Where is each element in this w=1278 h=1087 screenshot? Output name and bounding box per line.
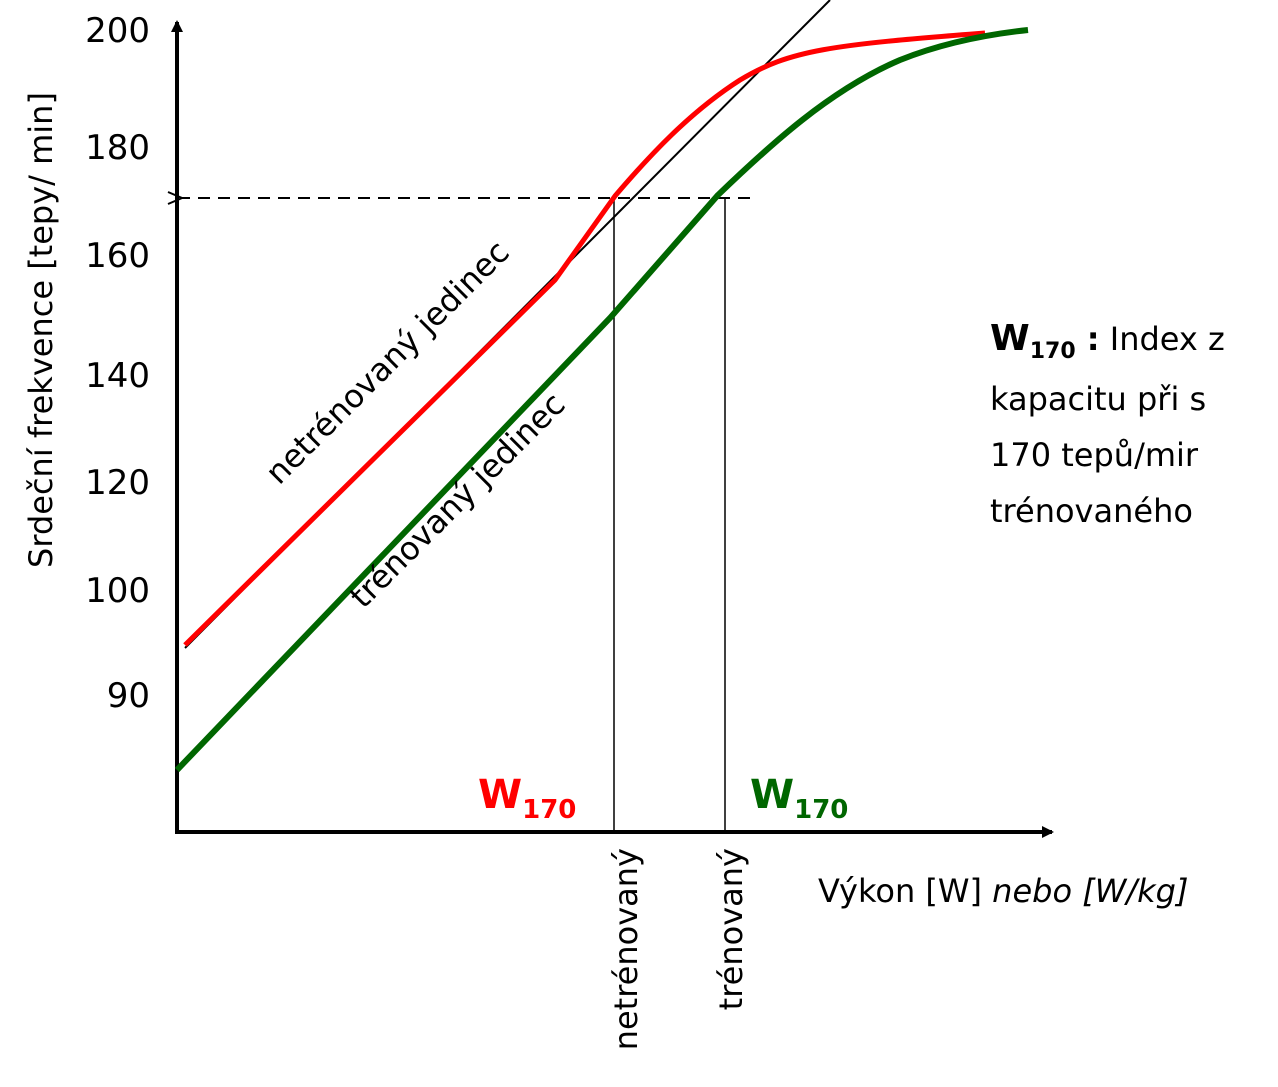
y-tick-label: 90 (107, 676, 150, 716)
y-axis-label: Srdeční frekvence [tepy/ min] (22, 92, 60, 568)
x-label-untrained: netrénovaný (607, 848, 645, 1050)
y-tick-label: 160 (85, 236, 150, 276)
y-tick-label: 120 (85, 463, 150, 503)
trained-curve (174, 27, 1029, 773)
curve-label: trénovaný jedinec (342, 385, 572, 615)
y-tick-label: 200 (85, 11, 150, 51)
w170-untrained: W170 (478, 772, 576, 825)
note-line: kapacitu při s (990, 380, 1206, 418)
note-line: 170 tepů/mir (990, 436, 1199, 474)
y-tick-label: 140 (85, 356, 150, 396)
w170-trained: W170 (750, 772, 848, 825)
note: W170 : Index z kapacitu při s 170 tepů/m… (990, 318, 1225, 530)
y-ticks: 200 180 160 140 120 100 90 (85, 11, 150, 716)
untrained-curve (183, 30, 986, 647)
x-axis-label: Výkon [W] nebo [W/kg] (818, 872, 1188, 910)
x-label-trained: trénovaný (712, 848, 750, 1010)
y-tick-label: 180 (85, 128, 150, 168)
note-line: W170 : Index z (990, 318, 1225, 364)
note-line: trénovaného (990, 492, 1193, 530)
y-tick-label: 100 (85, 571, 150, 611)
